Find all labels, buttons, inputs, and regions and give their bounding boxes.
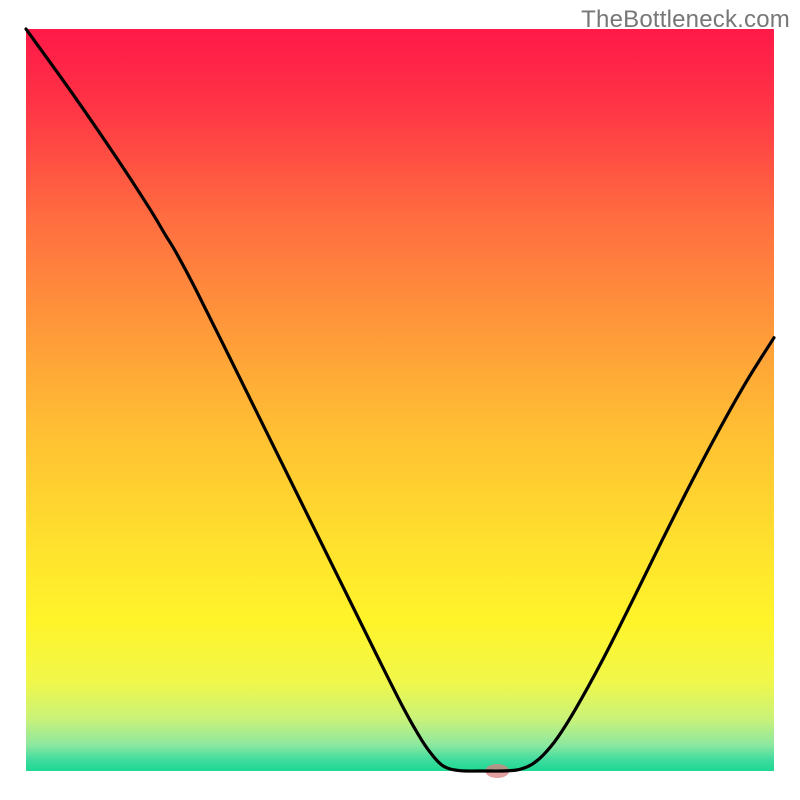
- plot-background: [26, 29, 774, 771]
- watermark-text: TheBottleneck.com: [581, 6, 790, 34]
- bottleneck-chart: [0, 0, 800, 800]
- chart-canvas: TheBottleneck.com: [0, 0, 800, 800]
